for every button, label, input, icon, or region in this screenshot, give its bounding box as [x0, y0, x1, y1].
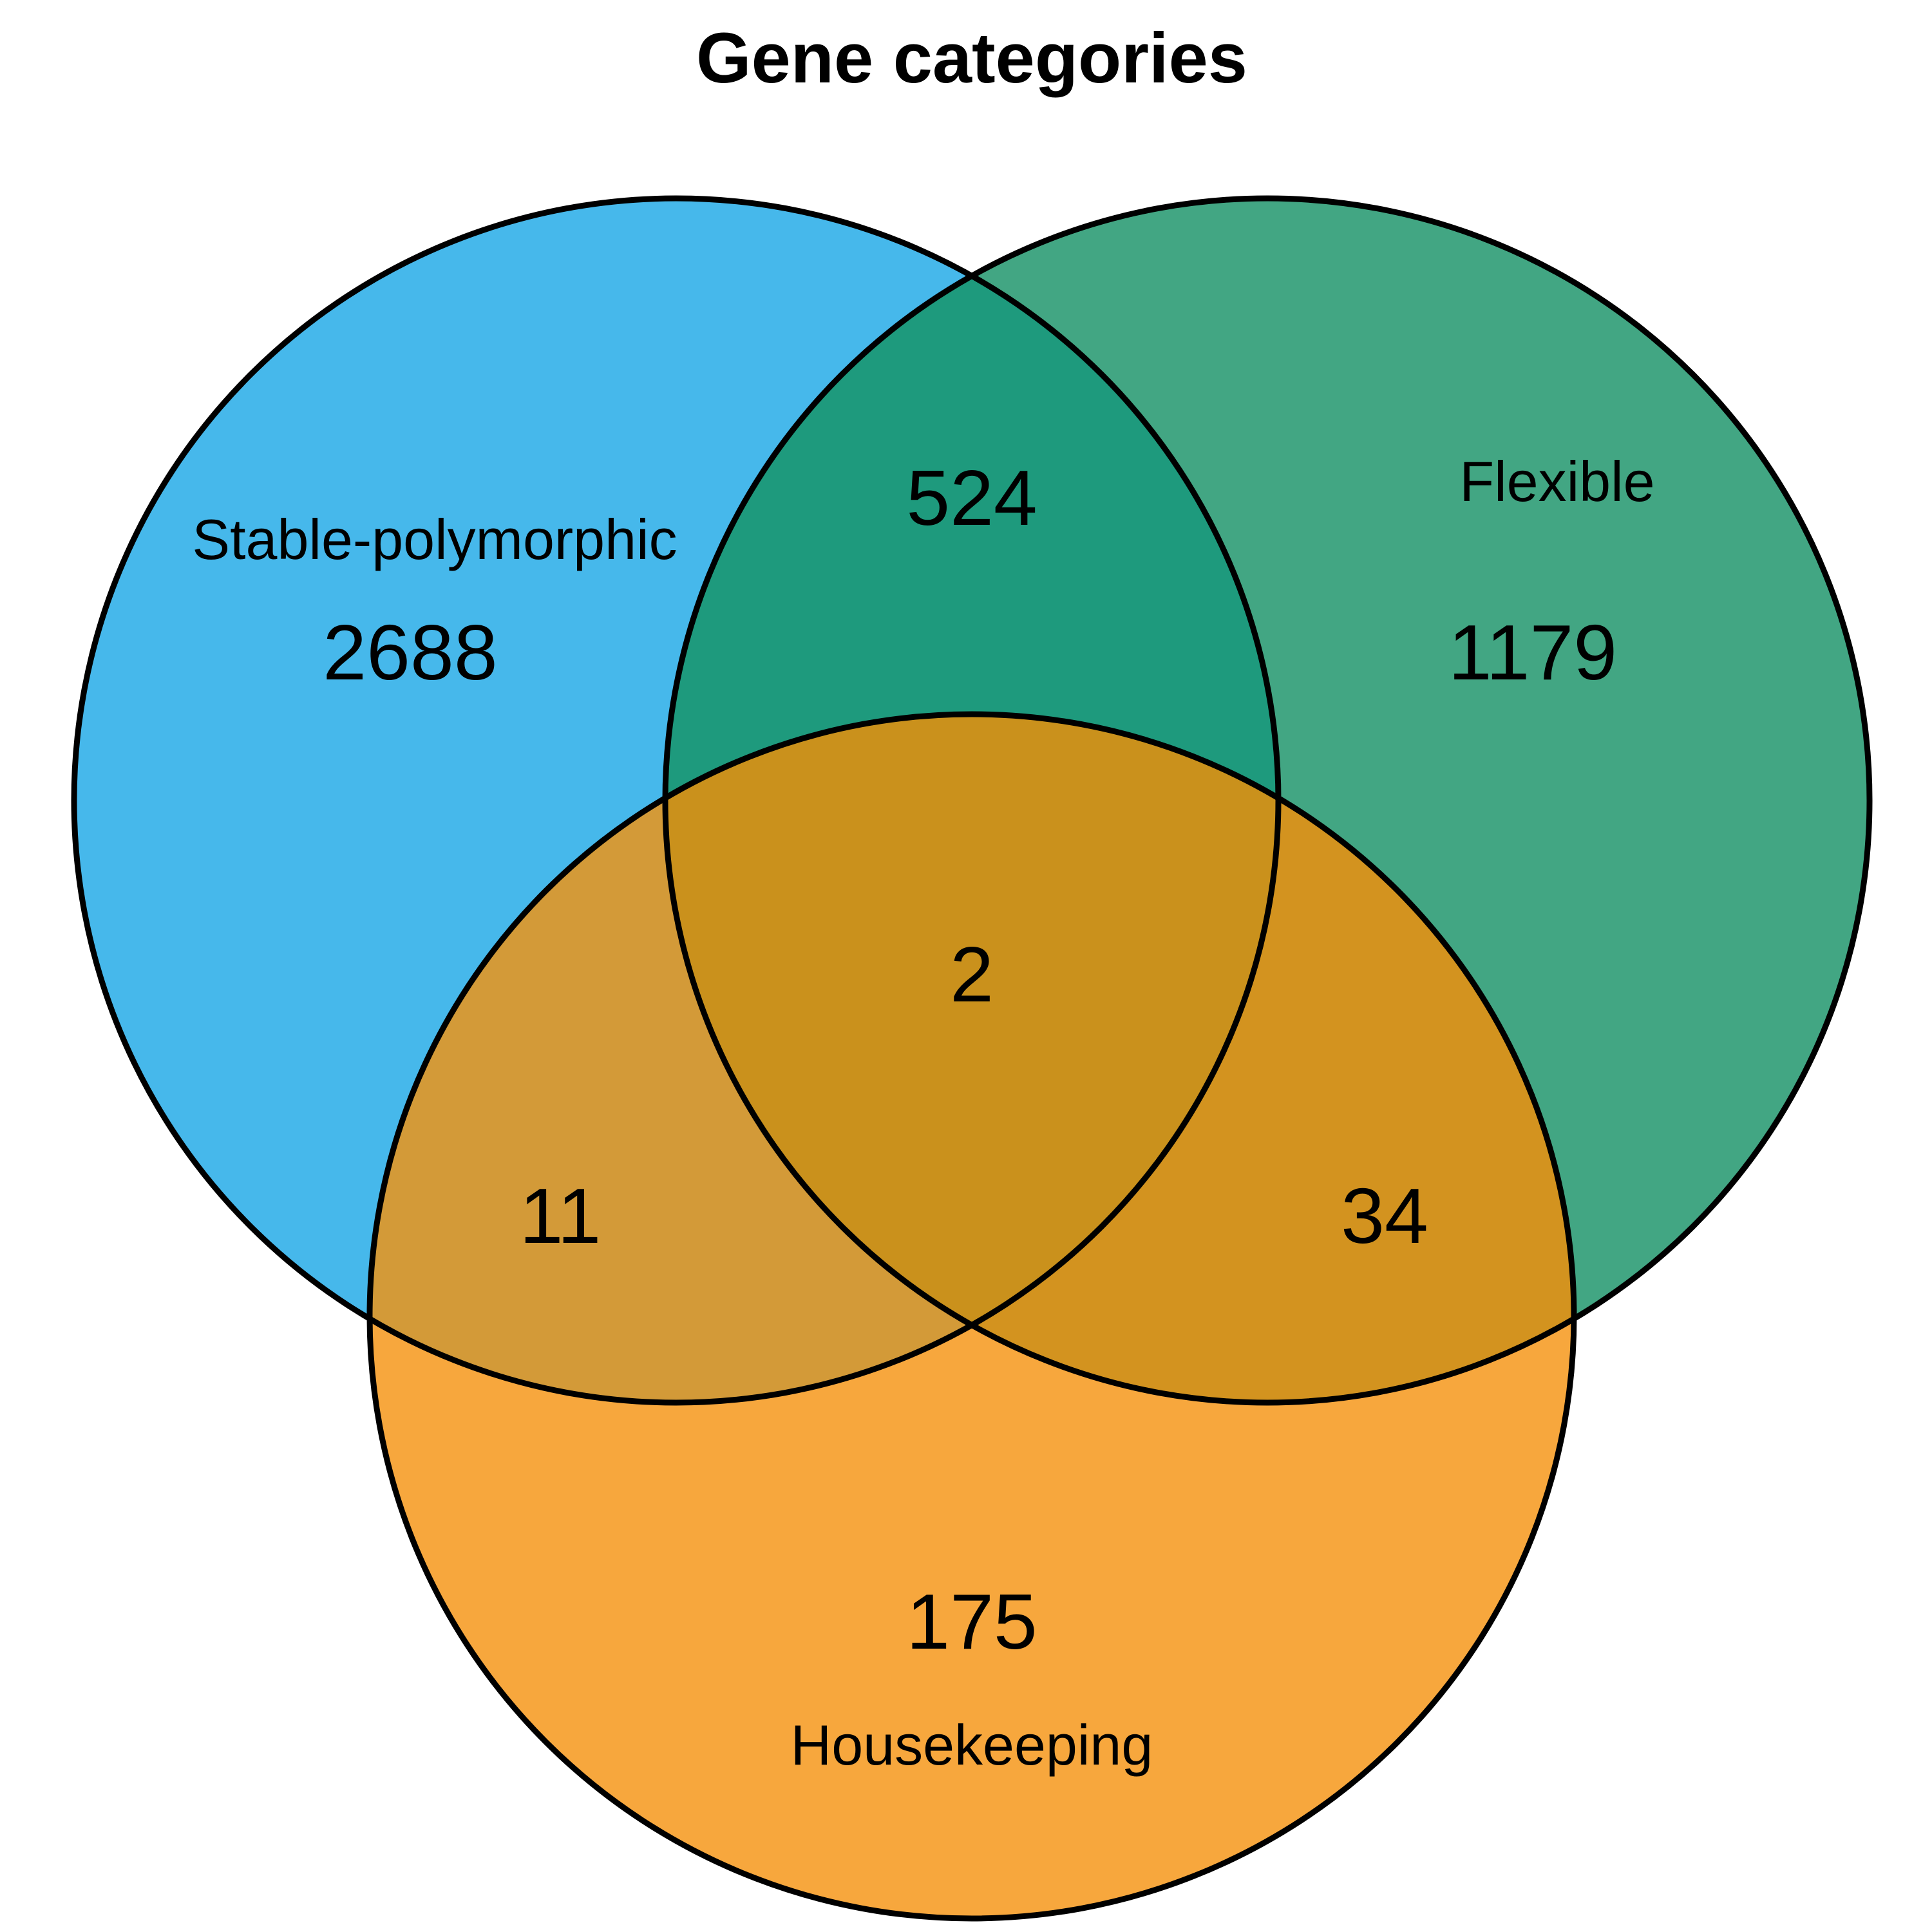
stable-polymorphic-label: Stable-polymorphic — [192, 507, 677, 571]
stable-only-count: 2688 — [323, 609, 497, 696]
all-three-count: 2 — [950, 931, 994, 1018]
housekeeping-only-count: 175 — [906, 1578, 1037, 1665]
flexible-housekeeping-count: 34 — [1341, 1172, 1428, 1260]
diagram-title: Gene categories — [696, 19, 1247, 98]
stable-housekeeping-count: 11 — [520, 1172, 601, 1260]
housekeeping-label: Housekeeping — [791, 1713, 1153, 1777]
stable-flexible-count: 524 — [906, 454, 1037, 542]
housekeeping-outline — [366, 711, 1577, 1922]
flexible-only-count: 1179 — [1448, 609, 1617, 696]
flexible-label: Flexible — [1459, 450, 1654, 513]
